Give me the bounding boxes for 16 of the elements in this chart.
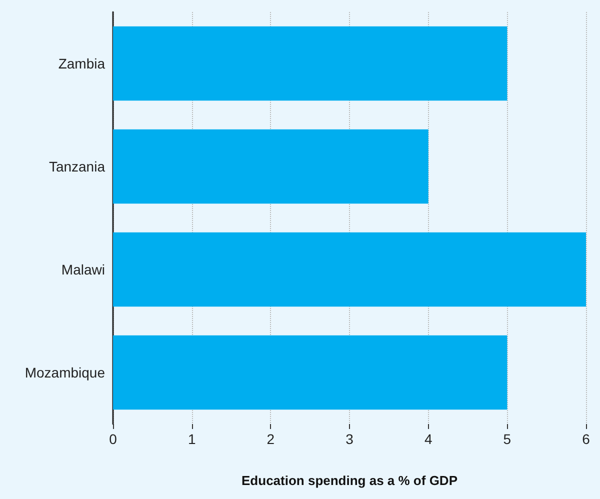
x-tick-label: 5	[503, 431, 512, 447]
y-tick-label: Tanzania	[48, 158, 106, 174]
bar	[113, 129, 428, 204]
y-tick-label: Zambia	[58, 56, 106, 72]
x-tick-label: 3	[346, 431, 354, 447]
x-tick-label: 2	[266, 431, 275, 447]
y-tick-label: Malawi	[61, 262, 105, 278]
x-tick-label: 6	[582, 431, 590, 447]
x-axis-title: Education spending as a % of GDP	[242, 473, 458, 488]
x-tick-label: 0	[109, 431, 118, 447]
bar	[113, 26, 508, 101]
y-tick-label: Mozambique	[24, 364, 106, 380]
x-tick-label: 4	[424, 431, 432, 447]
x-tick-label: 1	[188, 431, 196, 447]
bar	[113, 232, 586, 307]
bar	[113, 335, 508, 410]
